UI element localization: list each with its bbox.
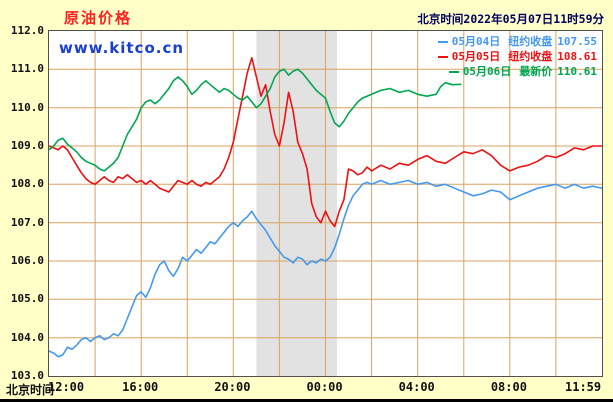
x-tick-label: 11:59	[565, 380, 602, 394]
x-tick-label: 20:00	[214, 380, 251, 394]
y-tick-label: 112.0	[10, 24, 44, 37]
y-tick-label: 104.0	[10, 330, 44, 344]
x-tick-label: 16:00	[122, 380, 159, 394]
series-05月04日	[49, 179, 602, 358]
legend-item: 05月05日 纽约收盘 108.61	[437, 49, 597, 64]
legend-value: 110.61	[557, 65, 597, 78]
shaded-band	[256, 31, 337, 376]
legend-item: 05月06日 最新价 110.61	[438, 64, 597, 79]
x-axis-title: 北京时间	[6, 383, 55, 397]
legend-line-marker	[437, 56, 448, 58]
legend-date: 05月05日	[451, 50, 501, 63]
series-05月06日	[49, 68, 462, 172]
legend-desc: 纽约收盘	[508, 50, 553, 63]
legend-value: 107.55	[557, 35, 597, 48]
legend-date: 05月06日	[462, 65, 512, 78]
y-tick-label: 110.0	[10, 100, 44, 114]
y-tick-label: 107.0	[10, 215, 44, 229]
beijing-datetime-label: 北京时间2022年05月07日11时59分	[417, 12, 604, 26]
x-tick-label: 12:00	[48, 380, 85, 394]
chart-canvas	[49, 31, 602, 376]
y-tick-label: 105.0	[10, 292, 44, 306]
legend-date: 05月04日	[451, 35, 501, 48]
x-tick-label: 00:00	[306, 380, 343, 394]
legend-desc: 纽约收盘	[508, 35, 553, 48]
legend: 05月04日 纽约收盘 107.55 05月05日 纽约收盘 108.61 05月06日 最新…	[437, 34, 597, 79]
bottom-border	[0, 399, 613, 402]
legend-line-marker	[448, 71, 459, 73]
legend-desc: 最新价	[519, 65, 553, 78]
y-tick-label: 106.0	[10, 254, 44, 267]
legend-value: 108.61	[557, 50, 597, 63]
x-tick-label: 08:00	[490, 380, 527, 394]
y-tick-label: 109.0	[10, 139, 44, 152]
legend-line-marker	[437, 41, 448, 43]
plot-area: www.kitco.cn 05月04日 纽约收盘 107.55 05月05日 纽约收盘 1…	[48, 30, 603, 377]
y-tick-label: 108.0	[10, 177, 44, 191]
legend-item: 05月04日 纽约收盘 107.55	[437, 34, 597, 49]
series-05月05日	[49, 56, 602, 228]
y-tick-label: 103.0	[10, 369, 44, 382]
y-tick-label: 111.0	[10, 62, 44, 76]
kitco-watermark: www.kitco.cn	[59, 39, 185, 57]
page-title: 原油价格	[64, 9, 133, 27]
x-tick-label: 04:00	[398, 380, 435, 394]
